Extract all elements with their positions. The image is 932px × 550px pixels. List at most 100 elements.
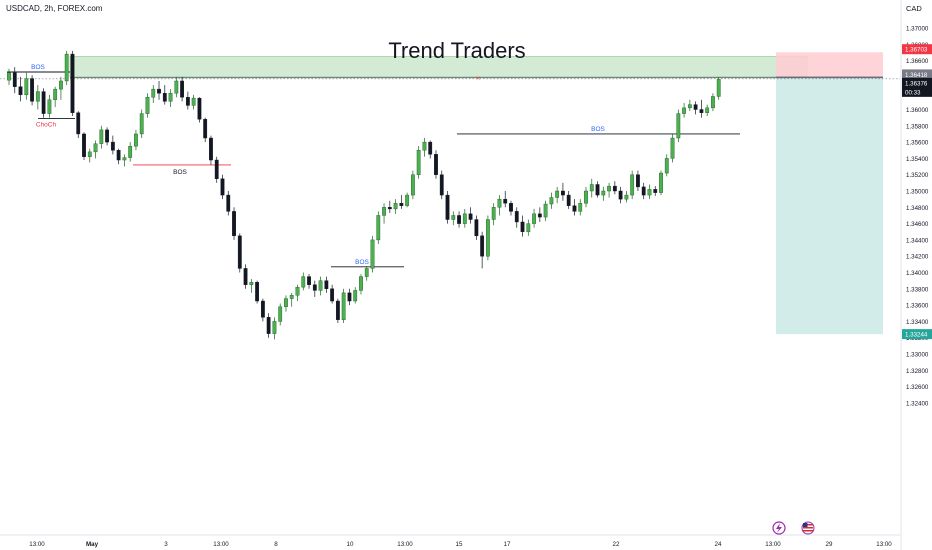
candle[interactable] <box>520 215 525 237</box>
candle[interactable] <box>347 288 352 306</box>
candle[interactable] <box>197 97 202 123</box>
candle[interactable] <box>151 85 156 103</box>
candle[interactable] <box>630 170 635 200</box>
candle[interactable] <box>595 181 600 198</box>
candle[interactable] <box>699 99 704 118</box>
candle[interactable] <box>122 154 127 167</box>
candle[interactable] <box>584 186 588 208</box>
candle[interactable] <box>641 182 646 200</box>
candle[interactable] <box>451 211 456 226</box>
candle[interactable] <box>572 199 577 216</box>
candle[interactable] <box>70 50 75 117</box>
candle[interactable] <box>105 127 109 146</box>
candle[interactable] <box>18 76 23 102</box>
candle[interactable] <box>335 298 340 324</box>
candle[interactable] <box>647 184 652 200</box>
candle[interactable] <box>607 182 611 198</box>
candle[interactable] <box>376 211 381 244</box>
candle[interactable] <box>636 170 640 191</box>
candle[interactable] <box>249 279 254 293</box>
candle[interactable] <box>330 284 335 304</box>
candle[interactable] <box>687 99 692 112</box>
candle[interactable] <box>474 215 479 240</box>
candle[interactable] <box>509 200 513 216</box>
candle[interactable] <box>41 88 46 118</box>
candle[interactable] <box>24 72 29 100</box>
candle[interactable] <box>716 76 721 100</box>
candle[interactable] <box>110 135 115 155</box>
candle[interactable] <box>624 191 629 203</box>
candle[interactable] <box>185 91 190 110</box>
candle[interactable] <box>174 76 179 98</box>
candle[interactable] <box>462 208 467 228</box>
candle[interactable] <box>82 132 86 161</box>
candle[interactable] <box>116 148 121 165</box>
candle[interactable] <box>220 174 225 200</box>
candle[interactable] <box>35 85 40 110</box>
candle[interactable] <box>237 233 242 273</box>
candle[interactable] <box>203 117 208 143</box>
us-flag-icon[interactable] <box>801 521 815 535</box>
candle[interactable] <box>503 191 508 208</box>
candle[interactable] <box>59 76 63 100</box>
candle[interactable] <box>653 186 658 196</box>
candle[interactable] <box>537 207 542 222</box>
candle[interactable] <box>399 195 404 209</box>
candle[interactable] <box>145 93 150 118</box>
candle[interactable] <box>93 140 98 159</box>
candle[interactable] <box>705 104 710 117</box>
candle[interactable] <box>566 191 571 209</box>
candle[interactable] <box>497 195 502 216</box>
candle[interactable] <box>555 186 560 204</box>
candle[interactable] <box>589 178 594 198</box>
candle[interactable] <box>370 235 375 273</box>
candle[interactable] <box>561 182 565 201</box>
candle[interactable] <box>364 265 369 281</box>
candle[interactable] <box>255 280 260 304</box>
candle[interactable] <box>53 86 58 108</box>
candle[interactable] <box>416 146 421 179</box>
candle[interactable] <box>30 75 34 106</box>
candle[interactable] <box>422 138 427 157</box>
candle[interactable] <box>232 207 236 240</box>
candle[interactable] <box>532 208 536 228</box>
candle[interactable] <box>134 129 138 151</box>
candle[interactable] <box>618 186 623 204</box>
candle[interactable] <box>382 203 386 224</box>
candle[interactable] <box>168 89 173 108</box>
candle[interactable] <box>341 288 346 324</box>
candle[interactable] <box>468 207 473 224</box>
candle[interactable] <box>87 148 92 163</box>
candle[interactable] <box>76 111 81 139</box>
candle[interactable] <box>428 140 433 159</box>
candle[interactable] <box>612 181 617 195</box>
candle[interactable] <box>664 154 669 177</box>
candle[interactable] <box>491 203 496 226</box>
candle[interactable] <box>307 274 311 289</box>
candle[interactable] <box>711 93 715 112</box>
candle[interactable] <box>214 156 219 183</box>
candle[interactable] <box>578 199 583 216</box>
candle[interactable] <box>278 303 283 326</box>
candle[interactable] <box>393 199 398 214</box>
symbol-label[interactable]: USDCAD, 2h, FOREX.com <box>6 4 103 13</box>
candle[interactable] <box>191 94 196 110</box>
candle[interactable] <box>260 298 265 322</box>
plot-area[interactable] <box>0 0 900 550</box>
candle[interactable] <box>682 102 686 118</box>
candle[interactable] <box>301 272 306 291</box>
candle[interactable] <box>139 109 144 139</box>
candle[interactable] <box>128 142 133 162</box>
candle[interactable] <box>99 125 104 149</box>
candle[interactable] <box>457 211 461 228</box>
candle[interactable] <box>445 191 450 224</box>
flash-icon[interactable] <box>772 521 786 535</box>
candle[interactable] <box>12 67 17 94</box>
candle[interactable] <box>387 200 392 214</box>
candle[interactable] <box>64 50 69 86</box>
candle[interactable] <box>659 170 663 196</box>
candle[interactable] <box>480 231 485 269</box>
candle[interactable] <box>272 317 277 340</box>
candle[interactable] <box>359 274 363 295</box>
